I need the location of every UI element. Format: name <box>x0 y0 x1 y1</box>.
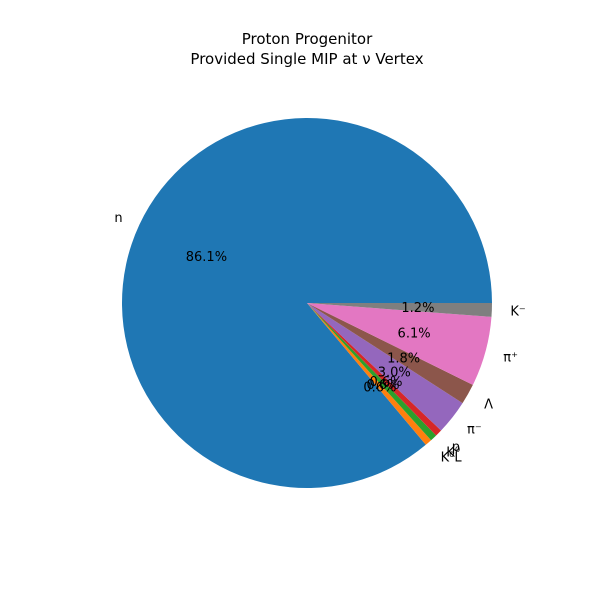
category-label-6: π⁺ <box>503 351 518 366</box>
pie-slice-4 <box>307 303 463 431</box>
category-label-7: K⁻ <box>510 305 525 320</box>
chart-title-line-1: Proton Progenitor <box>242 30 373 48</box>
percent-label-6: 6.1% <box>398 326 431 341</box>
category-label-3: p <box>452 440 460 455</box>
category-label-1: K⁰L <box>441 450 463 465</box>
percent-label-0: 86.1% <box>186 250 227 265</box>
percent-label-7: 1.2% <box>401 301 434 316</box>
pie-slice-6 <box>307 303 492 385</box>
category-label-0: n <box>114 211 122 226</box>
category-label-4: π⁻ <box>467 423 482 438</box>
percent-label-5: 1.8% <box>387 352 420 367</box>
pie-slices <box>122 118 492 489</box>
pie-slice-1 <box>307 303 432 445</box>
pie-slice-7 <box>307 303 492 317</box>
percent-label-2: 0.6% <box>366 378 399 393</box>
percent-label-1: 0.6% <box>363 381 396 396</box>
chart-title-line-2: Provided Single MIP at ν Vertex <box>190 50 423 68</box>
percent-label-4: 3.0% <box>378 366 411 381</box>
percent-label-3: 0.6% <box>369 375 402 390</box>
pie-slice-2 <box>307 303 437 441</box>
pie-slice-5 <box>307 303 473 404</box>
category-label-5: Λ <box>484 397 493 412</box>
pie-slice-3 <box>307 303 442 436</box>
category-label-2: K⁰ <box>446 445 460 460</box>
